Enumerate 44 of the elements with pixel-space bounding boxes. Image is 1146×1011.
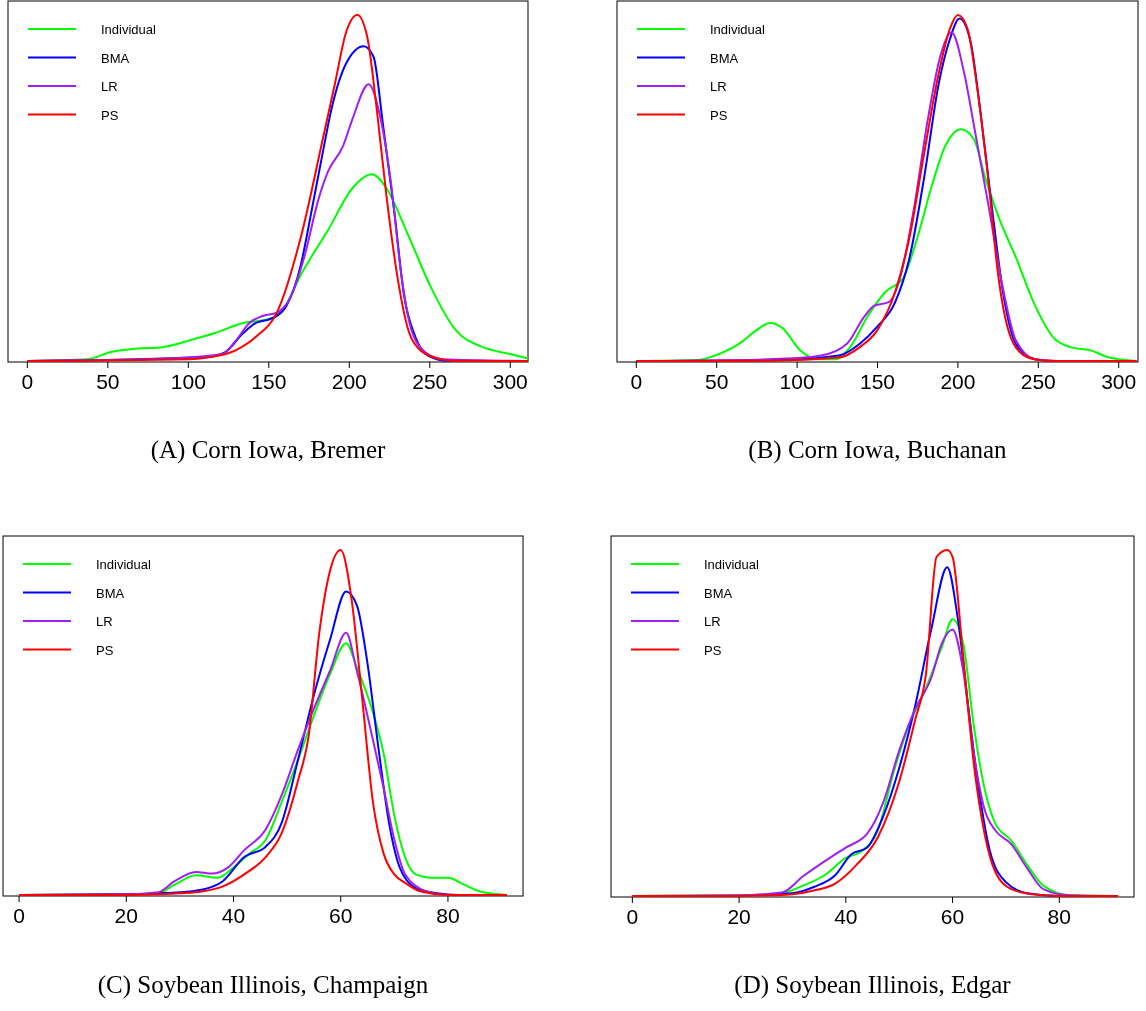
legend-label: BMA [101,50,130,66]
x-tick-label: 20 [114,904,138,927]
x-tick-label: 40 [834,905,858,928]
legend-label: BMA [704,585,733,601]
legend-label: Individual [710,22,766,37]
x-tick-label: 0 [626,905,639,928]
x-tick-label: 100 [779,370,815,393]
x-tick-label: 40 [221,904,246,927]
legend-label: LR [101,79,118,94]
x-tick-label: 0 [630,370,643,393]
legend-label: Individual [704,557,760,572]
x-tick-label: 60 [940,905,965,928]
x-tick-label: 200 [331,370,367,393]
text: (B) Corn Iowa, Buchanan [748,436,1008,464]
legend-label: LR [96,614,113,629]
x-tick-label: 50 [705,370,729,393]
x-tick-label: 50 [96,370,120,393]
text: (C) Soybean Illinois, Champaign [97,971,429,999]
x-tick-label: 20 [727,905,751,928]
x-tick-label: 0 [13,904,25,927]
legend-label: PS [96,642,114,658]
x-tick-label: 250 [412,370,448,393]
x-tick-label: 300 [1101,370,1137,393]
x-tick-label: 80 [1047,905,1071,928]
text: (D) Soybean Illinois, Edgar [734,971,1012,999]
legend-label: PS [704,642,722,658]
legend-label: LR [704,614,721,629]
legend-label: PS [101,107,119,123]
x-tick-label: 150 [251,370,287,393]
x-tick-label: 200 [940,370,976,393]
x-tick-label: 100 [170,370,206,393]
legend-label: LR [710,79,727,94]
x-tick-label: 300 [492,370,528,393]
legend-label: Individual [96,557,152,572]
x-tick-label: 60 [329,904,353,927]
x-tick-label: 150 [859,370,896,393]
x-tick-label: 0 [21,370,34,393]
legend-label: Individual [101,22,157,37]
x-tick-label: 250 [1020,370,1056,393]
x-tick-label: 80 [436,904,460,927]
legend-label: BMA [710,50,739,66]
text: (A) Corn Iowa, Bremer [150,436,386,464]
legend-label: BMA [96,585,125,601]
legend-label: PS [710,107,728,123]
